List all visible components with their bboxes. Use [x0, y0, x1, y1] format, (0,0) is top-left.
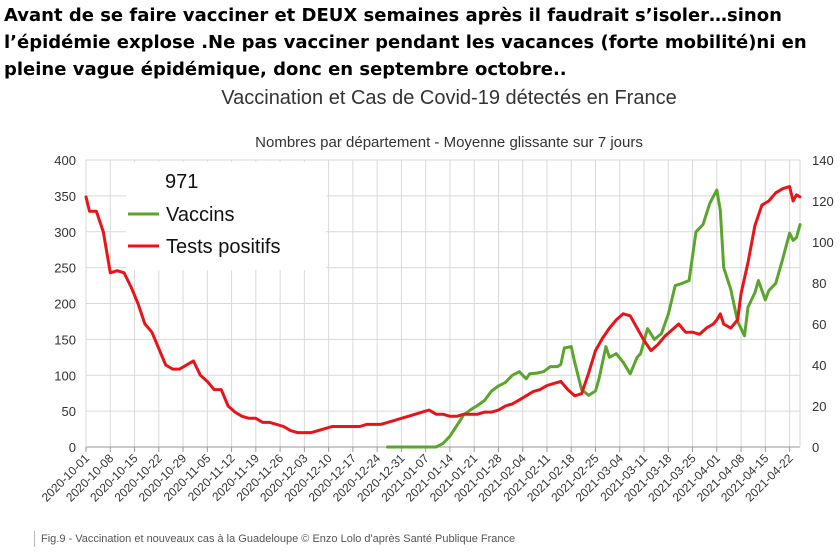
- y-left-tick-label: 200: [54, 297, 76, 312]
- axes: [85, 160, 801, 452]
- x-tick-labels: 2020-10-012020-10-082020-10-152020-10-22…: [39, 451, 796, 505]
- y-left-tick-label: 350: [54, 189, 76, 204]
- chart-subtitle: Nombres par département - Moyenne glissa…: [255, 134, 643, 151]
- series-line-tests-positifs: [84, 185, 802, 435]
- y-right-tick-label: 40: [812, 358, 826, 373]
- series-lines: [84, 185, 802, 449]
- legend-label-vaccins: Vaccins: [166, 204, 235, 226]
- headline-text: Avant de se faire vacciner et DEUX semai…: [4, 5, 807, 80]
- legend-box: [126, 162, 326, 270]
- legend: 971 Vaccins Tests positifs: [126, 162, 326, 270]
- y-right-tick-label: 80: [812, 276, 826, 291]
- y-right-tick-labels: 0 20 40 60 80 100 120 140: [812, 153, 834, 455]
- y-left-tick-label: 300: [54, 225, 76, 240]
- y-left-tick-label: 0: [69, 440, 76, 455]
- y-right-tick-label: 140: [812, 153, 834, 168]
- y-right-tick-label: 120: [812, 194, 834, 209]
- y-left-tick-label: 150: [54, 332, 76, 347]
- y-right-tick-label: 100: [812, 235, 834, 250]
- legend-label-tests-positifs: Tests positifs: [166, 236, 280, 258]
- figure-caption: Fig.9 - Vaccination et nouveaux cas à la…: [34, 531, 515, 547]
- chart-title: Vaccination et Cas de Covid-19 détectés …: [221, 87, 676, 109]
- y-left-tick-label: 100: [54, 368, 76, 383]
- y-right-tick-label: 60: [812, 317, 826, 332]
- y-left-tick-label: 400: [54, 153, 76, 168]
- y-left-tick-labels: 0 50 100 150 200 250 300 350 400: [54, 153, 76, 455]
- y-left-tick-label: 250: [54, 261, 76, 276]
- y-right-tick-label: 20: [812, 399, 826, 414]
- series-line-vaccins: [386, 188, 802, 449]
- y-left-tick-label: 50: [62, 404, 76, 419]
- legend-title: 971: [165, 171, 198, 193]
- y-right-tick-label: 0: [812, 440, 819, 455]
